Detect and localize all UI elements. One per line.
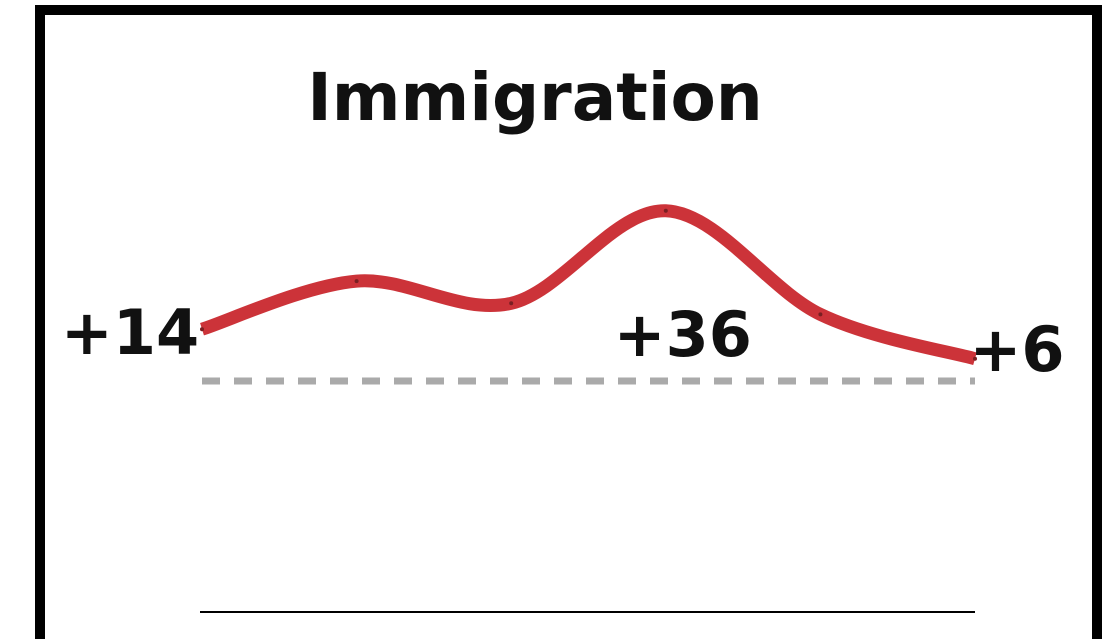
chart-title: Immigration [307, 59, 763, 136]
data-labels: +14 +36 +6 [61, 296, 1065, 386]
data-label: +6 [969, 313, 1064, 386]
data-point [973, 356, 977, 361]
series-line [199, 204, 977, 366]
data-point [818, 312, 823, 317]
data-point [663, 208, 668, 213]
data-point [200, 327, 204, 332]
data-points [200, 208, 977, 361]
data-label: +36 [614, 298, 752, 371]
data-label: +14 [61, 296, 199, 369]
data-point [509, 301, 514, 306]
data-point [354, 279, 359, 284]
